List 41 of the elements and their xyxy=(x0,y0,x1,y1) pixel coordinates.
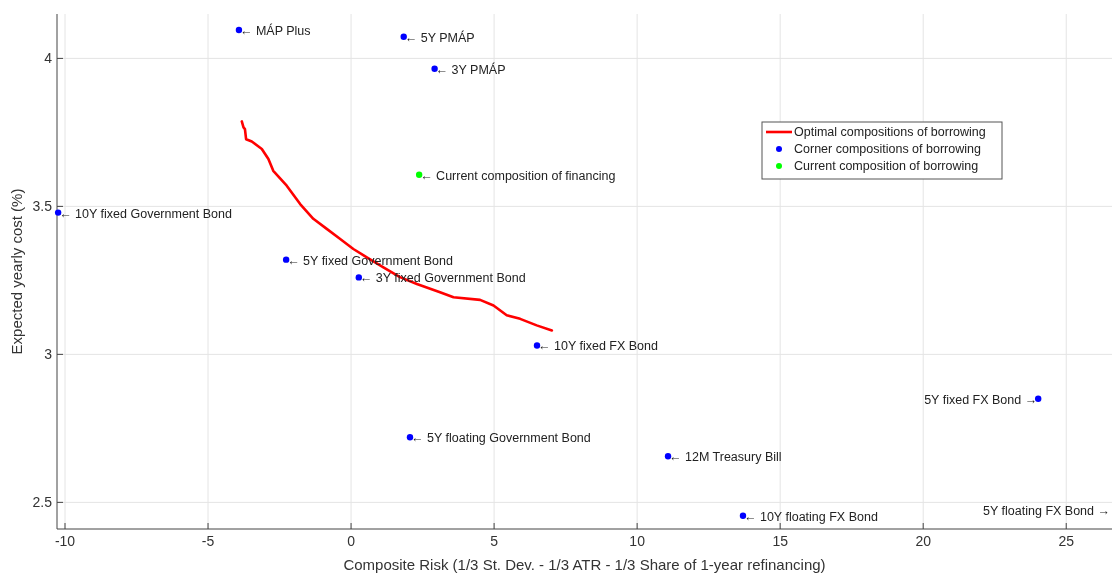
annotation: 5Y fixed FX Bond → xyxy=(924,392,1038,407)
point xyxy=(1035,395,1042,402)
x-tick-label: -10 xyxy=(54,533,76,549)
annotation: ← 10Y floating FX Bond xyxy=(743,509,878,524)
x-tick-label: 15 xyxy=(772,533,789,549)
x-tick-label: 5 xyxy=(490,533,499,549)
annotation: ← Current composition of financing xyxy=(420,168,616,183)
legend-label: Corner compositions of borrowing xyxy=(794,142,981,157)
annotation: ← 5Y floating Government Bond xyxy=(411,431,591,446)
x-tick-label: -5 xyxy=(201,533,215,549)
line-series xyxy=(240,120,554,332)
y-tick-label: 2.5 xyxy=(32,494,53,511)
annotation: ← 5Y PMÁP xyxy=(404,29,475,45)
annotation: ← MÁP Plus xyxy=(239,22,311,38)
point xyxy=(664,452,672,460)
annotation: ← 10Y fixed FX Bond xyxy=(538,339,659,354)
y-tick-label: 3 xyxy=(44,346,53,363)
x-tick-label: 25 xyxy=(1058,533,1075,549)
annotation: ← 12M Treasury Bill xyxy=(669,450,782,465)
x-tick-label: 10 xyxy=(629,533,646,549)
x-axis-title: Composite Risk (1/3 St. Dev. - 1/3 ATR - 1/3 Share of 1-year refinancing) xyxy=(343,556,826,573)
annotation: ← 10Y fixed Government Bond xyxy=(59,206,232,221)
point xyxy=(533,342,541,349)
annotation: 5Y floating FX Bond → xyxy=(983,504,1110,518)
point xyxy=(235,26,243,34)
annotation: ← 3Y PMÁP xyxy=(435,61,506,77)
point xyxy=(739,512,747,519)
point xyxy=(54,209,62,216)
x-tick-label: 0 xyxy=(347,533,356,549)
y-axis-title: Expected yearly cost (%) xyxy=(8,188,25,355)
point xyxy=(415,171,423,178)
y-tick-label: 4 xyxy=(44,50,53,67)
legend-label: Optimal compositions of borrowing xyxy=(794,125,986,140)
point xyxy=(406,434,414,441)
point xyxy=(282,256,290,263)
legend-label: Current composition of borrowing xyxy=(794,159,979,174)
y-tick-label: 3.5 xyxy=(32,198,53,215)
point xyxy=(431,65,438,72)
point xyxy=(355,274,362,281)
point xyxy=(400,33,407,40)
x-tick-label: 20 xyxy=(915,533,932,549)
